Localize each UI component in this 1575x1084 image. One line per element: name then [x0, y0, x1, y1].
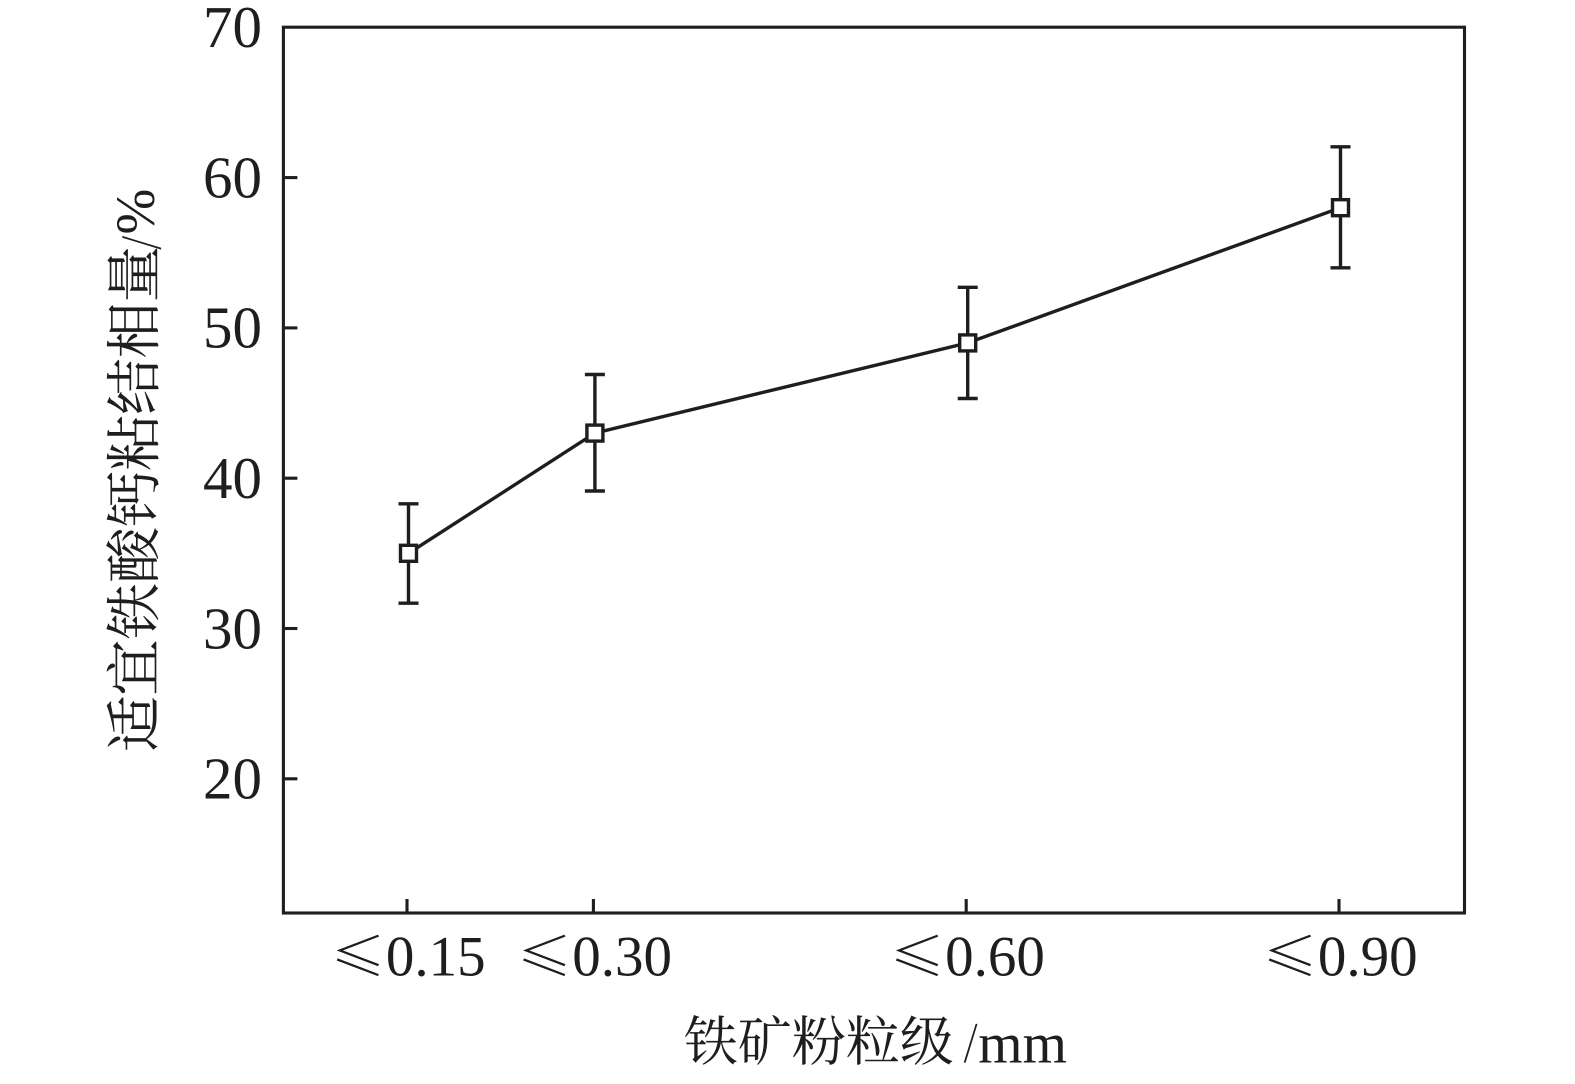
svg-text:%: %: [105, 189, 166, 235]
svg-text:0.90: 0.90: [1318, 925, 1418, 988]
svg-text:60: 60: [203, 144, 262, 210]
svg-text:40: 40: [203, 445, 262, 511]
svg-text:20: 20: [203, 746, 262, 812]
svg-text:0.30: 0.30: [572, 925, 672, 988]
svg-text:mm: mm: [978, 1012, 1067, 1075]
svg-text:30: 30: [203, 595, 262, 661]
svg-text:50: 50: [203, 295, 262, 361]
svg-text:0.60: 0.60: [945, 925, 1045, 988]
svg-text:0.15: 0.15: [386, 925, 486, 988]
svg-text:70: 70: [203, 0, 262, 60]
